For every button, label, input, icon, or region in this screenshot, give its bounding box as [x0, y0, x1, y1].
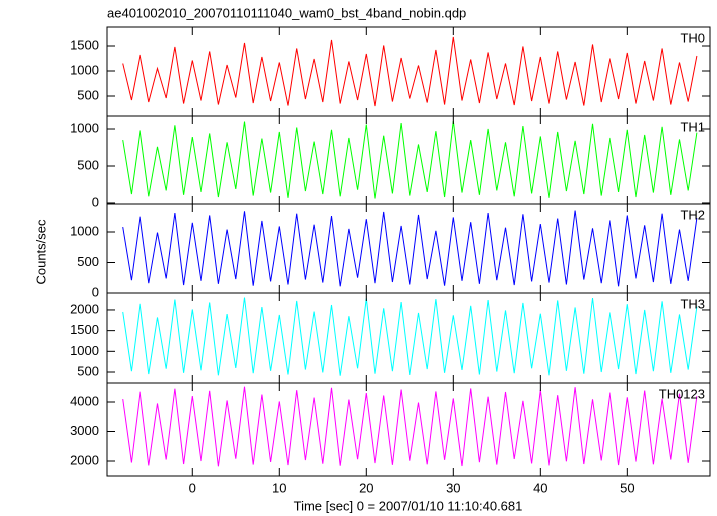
- y-tick-label: 0: [92, 194, 99, 209]
- y-tick-label: 500: [77, 87, 99, 102]
- panel-label: TH3: [680, 296, 705, 311]
- panel-frame: [106, 26, 711, 117]
- chart-title: ae401002010_20070110111040_wam0_bst_4ban…: [107, 5, 466, 20]
- panel-label: TH2: [680, 207, 705, 222]
- y-axis-label: Counts/sec: [33, 219, 48, 285]
- x-axis-label: Time [sec] 0 = 2007/01/10 11:10:40.681: [294, 498, 523, 513]
- x-tick-label: 40: [533, 480, 547, 495]
- y-tick-label: 0: [92, 284, 99, 299]
- y-tick-label: 1000: [70, 223, 99, 238]
- y-tick-label: 3000: [70, 423, 99, 438]
- x-tick-label: 30: [446, 480, 460, 495]
- x-tick-label: 20: [359, 480, 373, 495]
- y-tick-label: 1000: [70, 343, 99, 358]
- x-tick-label: 10: [272, 480, 286, 495]
- data-line: [122, 210, 698, 287]
- y-tick-label: 2000: [70, 452, 99, 467]
- panel-label: TH1: [680, 119, 705, 134]
- panel-frame: [106, 292, 711, 384]
- y-tick-label: 1500: [70, 322, 99, 337]
- data-line: [122, 36, 698, 107]
- y-tick-label: 500: [77, 157, 99, 172]
- data-line: [122, 386, 698, 467]
- y-tick-label: 2000: [70, 301, 99, 316]
- y-tick-label: 500: [77, 254, 99, 269]
- panel-label: TH0123: [659, 386, 705, 401]
- y-tick-label: 500: [77, 363, 99, 378]
- y-tick-label: 1000: [70, 62, 99, 77]
- x-tick-label: 50: [620, 480, 634, 495]
- panel-frame: [106, 382, 711, 477]
- y-tick-label: 1500: [70, 37, 99, 52]
- data-line: [122, 120, 698, 199]
- x-tick-label: 0: [189, 480, 196, 495]
- data-line: [122, 297, 698, 376]
- y-tick-label: 4000: [70, 393, 99, 408]
- panel-frame: [106, 115, 711, 205]
- panel-label: TH0: [680, 30, 705, 45]
- y-tick-label: 1000: [70, 120, 99, 135]
